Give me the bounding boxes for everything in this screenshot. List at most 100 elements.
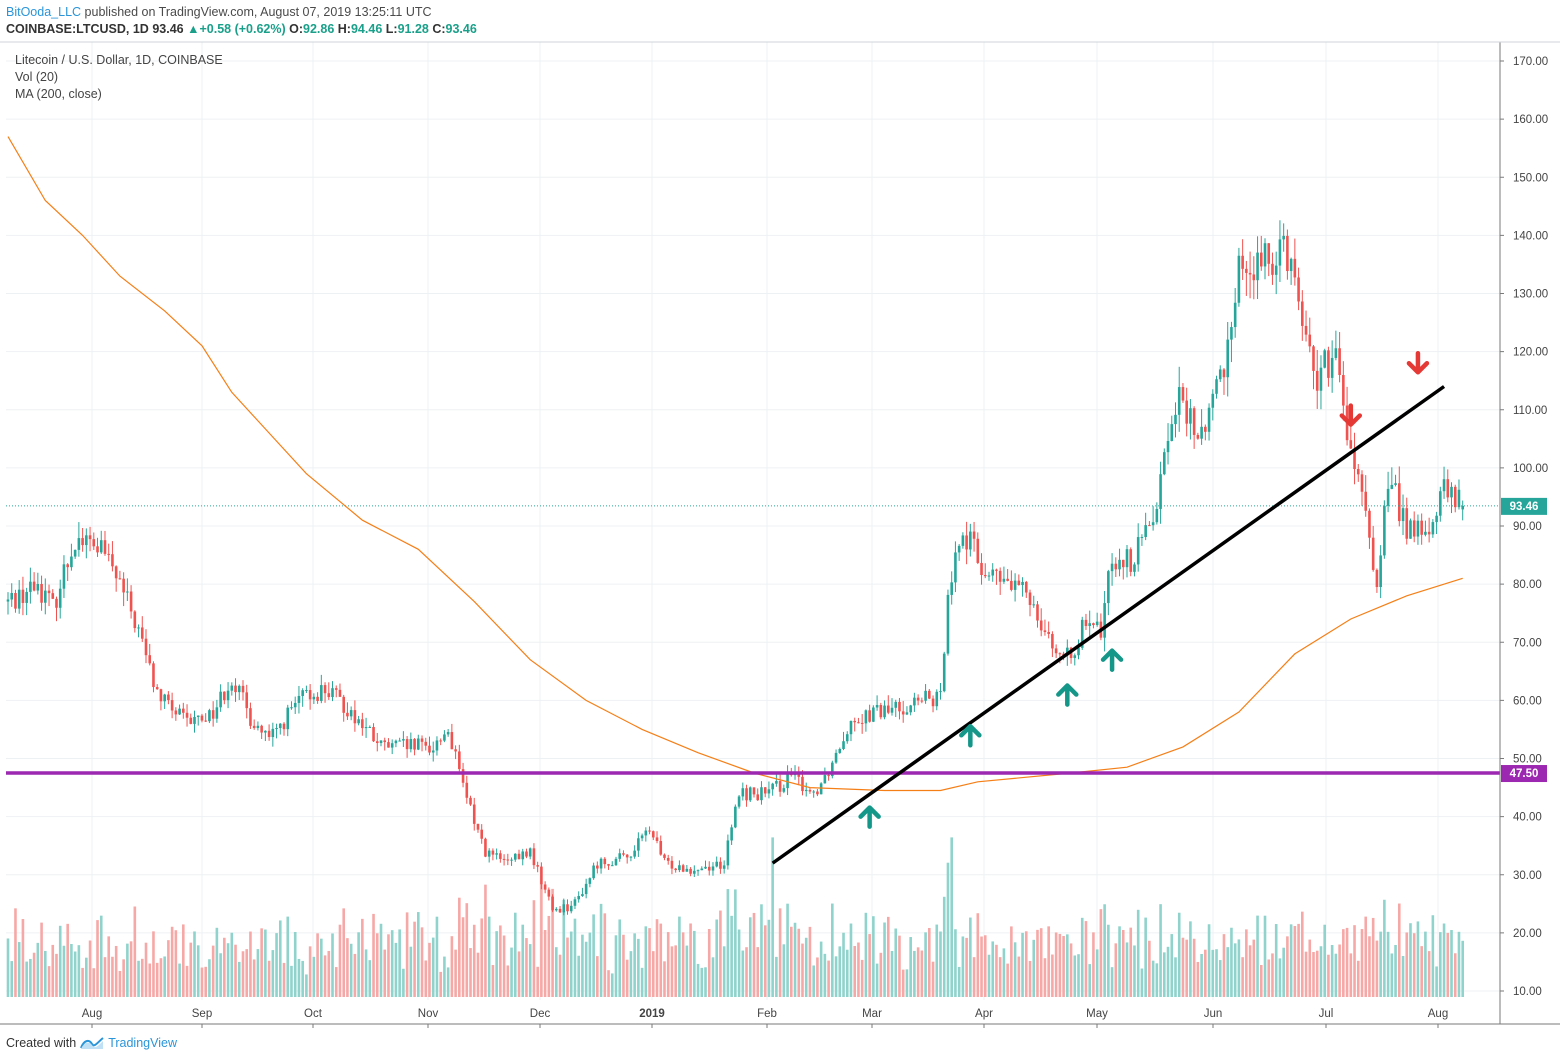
volume-bar: [924, 932, 927, 997]
candle-body: [1196, 434, 1200, 439]
candle-body: [55, 598, 58, 608]
candle-body: [976, 538, 980, 563]
time-tick-label: Feb: [757, 1008, 777, 1020]
volume-bar: [148, 963, 152, 997]
author-link[interactable]: BitOoda_LLC: [6, 5, 82, 19]
volume-bar: [651, 951, 655, 997]
candle-body: [678, 865, 681, 871]
volume-bar: [114, 945, 118, 997]
volume-bar: [965, 937, 968, 997]
candle-body: [528, 848, 532, 857]
legend-ma[interactable]: MA (200, close): [15, 87, 102, 101]
volume-bar: [200, 967, 204, 997]
volume-bar: [70, 944, 73, 997]
volume-bar: [387, 934, 390, 997]
volume-bar: [1069, 943, 1073, 997]
volume-bar: [972, 957, 976, 997]
candle-body: [469, 797, 472, 805]
candle-body: [1338, 348, 1341, 376]
volume-bar: [842, 932, 845, 997]
candle-body: [831, 762, 834, 777]
candle-body: [402, 739, 405, 741]
volume-bar: [596, 956, 599, 997]
candle-body: [1293, 258, 1297, 278]
volume-bar: [857, 942, 860, 997]
volume-bar: [1211, 949, 1215, 997]
volume-bar: [349, 943, 353, 997]
tradingview-brand[interactable]: TradingView: [108, 1036, 177, 1050]
volume-bar: [618, 919, 622, 997]
volume-bar: [1442, 923, 1446, 997]
candle-body: [103, 540, 107, 554]
volume-bar: [980, 936, 983, 997]
candle-body: [167, 694, 170, 701]
candle-body: [398, 740, 401, 742]
candle-body: [1002, 578, 1006, 582]
legend-series[interactable]: Litecoin / U.S. Dollar, 1D, COINBASE: [15, 53, 223, 67]
candle-body: [472, 804, 476, 824]
volume-bar: [678, 916, 681, 997]
volume-bar: [144, 942, 148, 997]
volume-bar: [711, 957, 715, 997]
candle-body: [301, 690, 304, 696]
volume-bar: [62, 945, 66, 997]
volume-bar: [178, 963, 181, 997]
volume-bar: [700, 967, 704, 997]
price-tick-label: 160.00: [1513, 114, 1548, 126]
candle-body: [114, 566, 118, 579]
candle-body: [193, 717, 196, 724]
volume-bar: [868, 934, 871, 997]
candle-body: [1114, 563, 1118, 570]
volume-bar: [939, 931, 942, 997]
candle-body: [353, 710, 357, 724]
volume-bar: [1084, 921, 1088, 997]
volume-bar: [506, 965, 510, 997]
candle-body: [487, 850, 491, 857]
candle-body: [1013, 580, 1017, 590]
volume-bar: [778, 908, 782, 997]
legend-volume[interactable]: Vol (20): [15, 70, 59, 84]
candle-body: [1405, 508, 1409, 539]
candle-body: [1401, 508, 1405, 522]
volume-bar: [17, 942, 21, 997]
candle-body: [383, 740, 387, 743]
volume-bar: [40, 922, 43, 997]
candle-body: [633, 850, 636, 857]
candle-body: [1107, 571, 1110, 604]
candle-body: [249, 708, 252, 726]
volume-bar: [898, 935, 901, 997]
volume-bar: [1237, 939, 1241, 997]
candle-body: [44, 590, 47, 603]
volume-bar: [998, 957, 1002, 997]
volume-bar: [689, 923, 692, 997]
volume-bar: [14, 908, 17, 997]
candle-body: [857, 722, 860, 724]
candle-body: [185, 712, 189, 718]
volume-bar: [827, 960, 830, 997]
candle-body: [730, 827, 733, 841]
candle-body: [439, 740, 442, 742]
volume-bar: [1461, 940, 1464, 997]
candle-body: [853, 720, 857, 723]
volume-bar: [961, 936, 965, 997]
volume-bar: [196, 945, 200, 997]
volume-bar: [286, 916, 290, 997]
candle-body: [1245, 268, 1248, 273]
volume-bar: [648, 928, 651, 997]
candle-body: [446, 732, 450, 735]
volume-bar: [487, 916, 491, 997]
volume-bar: [1110, 967, 1114, 997]
candle-body: [275, 728, 278, 730]
volume-bar: [950, 837, 953, 997]
candle-body: [693, 870, 696, 874]
candle-body: [1241, 255, 1244, 269]
volume-bar: [756, 947, 760, 997]
volume-bar: [331, 933, 334, 997]
volume-bar: [771, 837, 774, 997]
volume-bar: [883, 922, 886, 997]
volume-bar: [1383, 899, 1386, 997]
candle-body: [47, 590, 51, 594]
volume-bar: [1185, 939, 1188, 997]
volume-bar: [674, 945, 677, 997]
